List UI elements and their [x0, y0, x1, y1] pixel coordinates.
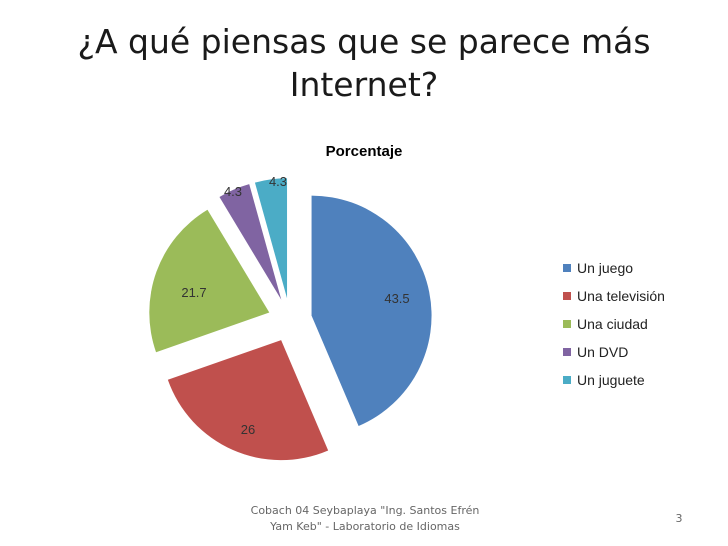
legend-swatch-1 [563, 292, 571, 300]
pie-slice-2 [149, 209, 270, 353]
legend-swatch-0 [563, 264, 571, 272]
pie-slice-1 [167, 340, 329, 461]
footer-text: Cobach 04 Seybaplaya "Ing. Santos Efrén … [250, 503, 480, 535]
data-labels: 43.5 26 21.7 4.3 4.3 [181, 174, 409, 437]
legend-label-0: Un juego [577, 260, 633, 276]
data-label-4: 4.3 [269, 174, 287, 189]
pie-slice-4 [254, 178, 288, 299]
footer-line1: Cobach 04 Seybaplaya "Ing. Santos Efrén [250, 504, 480, 517]
slide-title: ¿A qué piensas que se parece más Interne… [60, 20, 668, 106]
chart-legend: Un juego Una televisión Una ciudad Un DVD Un… [563, 260, 665, 388]
data-label-2: 21.7 [181, 285, 206, 300]
data-label-1: 26 [241, 422, 255, 437]
data-label-0: 43.5 [384, 291, 409, 306]
pie-slice-3 [219, 184, 282, 300]
legend-label-4: Un juguete [577, 372, 645, 388]
legend-label-2: Una ciudad [577, 316, 648, 332]
pie-slice-0 [311, 195, 432, 426]
slide-title-line1: ¿A qué piensas que se parece más [77, 22, 651, 61]
legend-swatch-2 [563, 320, 571, 328]
pie-slices [149, 178, 432, 461]
legend-label-3: Un DVD [577, 344, 628, 360]
page-number: 3 [675, 512, 683, 525]
legend-swatch-4 [563, 376, 571, 384]
data-label-3: 4.3 [224, 184, 242, 199]
chart-title: Porcentaje [326, 143, 403, 160]
slide-title-line2: Internet? [289, 65, 439, 104]
legend-label-1: Una televisión [577, 288, 665, 304]
footer-line2: Yam Keb" - Laboratorio de Idiomas [270, 520, 460, 533]
legend-swatch-3 [563, 348, 571, 356]
